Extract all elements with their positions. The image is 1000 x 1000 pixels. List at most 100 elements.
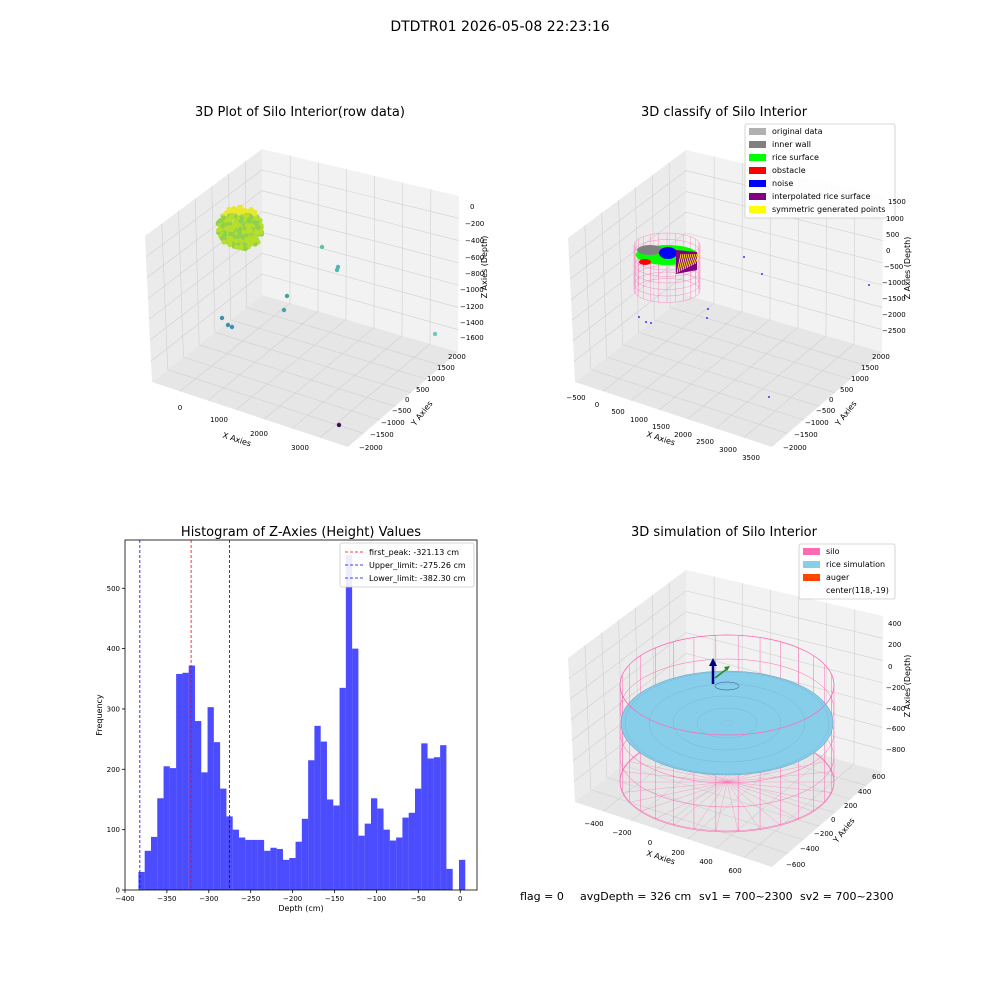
classify-z-label: Z Axies (Depth) bbox=[903, 237, 912, 300]
classify-y-tick: −1000 bbox=[805, 419, 829, 427]
raw-y-tick: −500 bbox=[392, 407, 411, 415]
histogram-legend-box bbox=[339, 542, 475, 588]
legend-label-silo: silo bbox=[826, 547, 840, 556]
silo-base-spoke bbox=[726, 781, 814, 812]
classify-x-tick: 500 bbox=[611, 408, 624, 416]
point-cloud-dot bbox=[252, 211, 258, 217]
histogram-y-tick-label: 500 bbox=[107, 585, 120, 593]
simulation-y-tick: 400 bbox=[858, 788, 871, 796]
simulation-legend: silo rice simulation auger center(118,-1… bbox=[798, 543, 896, 600]
histogram-bar bbox=[163, 766, 170, 890]
inner-wall-patch bbox=[637, 245, 663, 255]
pane-gridline bbox=[179, 302, 291, 392]
histogram-y-tick-label: 200 bbox=[107, 766, 120, 774]
histogram-bar bbox=[320, 741, 327, 890]
simulation-z-label: Z Axies (Depth) bbox=[903, 655, 912, 718]
silo-base-spoke bbox=[622, 781, 728, 793]
pane-gridline bbox=[194, 198, 200, 345]
raw-y-tick: −1500 bbox=[370, 431, 394, 439]
raw-z-tick: −200 bbox=[465, 220, 484, 228]
point-cloud-dot bbox=[231, 206, 237, 211]
classify-silo-wireframe bbox=[633, 232, 701, 303]
classify-panel: 3D classify of Silo Interior original da… bbox=[566, 105, 912, 462]
silo-base-spoke bbox=[673, 781, 728, 826]
point-cloud-dot bbox=[255, 225, 261, 231]
pane-gridline bbox=[685, 232, 883, 286]
raw-z-ticks: 0 −200 −400 −600 −800 −1000 −1200 −1400 … bbox=[460, 203, 484, 342]
point-cloud-dot bbox=[231, 222, 237, 227]
pane-gridline bbox=[246, 307, 443, 366]
simulation-y-tick: 600 bbox=[872, 773, 885, 781]
pane-gridline bbox=[601, 212, 608, 358]
simulation-panel-title: 3D simulation of Silo Interior bbox=[631, 525, 818, 540]
outlier-point bbox=[432, 331, 438, 337]
legend-label-lower-limit: Lower_limit: -382.30 cm bbox=[369, 574, 466, 583]
simulation-z-tick: 400 bbox=[888, 620, 901, 628]
legend-label-auger: auger bbox=[826, 573, 850, 582]
point-cloud-dot bbox=[221, 239, 227, 245]
simulation-z-tick: −400 bbox=[886, 705, 905, 713]
legend-swatch-symmetric-generated-points bbox=[749, 206, 766, 213]
point-cloud-dot bbox=[234, 244, 239, 250]
pane-gridline bbox=[685, 590, 883, 639]
legend-swatch-inner-wall bbox=[749, 141, 766, 148]
arrow-up-icon bbox=[709, 658, 717, 666]
pane-gridline bbox=[635, 187, 639, 333]
pane-gridline bbox=[569, 191, 687, 280]
silo-base-spoke bbox=[726, 781, 832, 793]
pane-gridline bbox=[161, 223, 169, 370]
classify-y-tick: 2000 bbox=[872, 353, 890, 361]
simulation-z-tick: −800 bbox=[886, 746, 905, 754]
pane-gridline bbox=[167, 369, 364, 434]
histogram-bar bbox=[458, 859, 466, 890]
outlier-point bbox=[281, 307, 287, 313]
classify-x-tick: 0 bbox=[595, 401, 599, 409]
classify-z-tick: −2500 bbox=[882, 327, 906, 335]
point-cloud-dot bbox=[245, 229, 251, 234]
pane-gridline bbox=[685, 211, 883, 264]
pane-gridline bbox=[319, 343, 431, 438]
histogram-bar bbox=[414, 788, 422, 890]
point-cloud-dot bbox=[245, 212, 250, 218]
histogram-reference-lines bbox=[139, 540, 230, 890]
histogram-x-tick-label: −250 bbox=[241, 895, 260, 903]
pane-gridline bbox=[261, 252, 459, 308]
point-cloud-dot bbox=[238, 226, 243, 232]
classify-gridlines bbox=[568, 156, 883, 438]
histogram-bar bbox=[144, 850, 151, 890]
silo-base-spoke bbox=[629, 761, 728, 783]
symmetric-point-strip bbox=[686, 253, 692, 269]
raw-y-tick: −2000 bbox=[359, 444, 383, 452]
histogram-bar bbox=[176, 673, 183, 890]
raw-y-label: Y Axies bbox=[409, 399, 435, 428]
pane-gridline bbox=[570, 211, 687, 300]
histogram-bar bbox=[427, 758, 434, 890]
histogram-bar bbox=[352, 648, 359, 890]
outlier-point bbox=[284, 293, 290, 299]
status-footer: flag = 0 avgDepth = 326 cm sv1 = 700~230… bbox=[520, 890, 894, 903]
raw-x-ticks: 0 1000 2000 3000 bbox=[178, 404, 309, 452]
pane-gridline bbox=[183, 356, 380, 421]
rice-simulation-surface bbox=[620, 670, 834, 776]
classify-points bbox=[638, 256, 870, 398]
classify-z-tick: 1500 bbox=[888, 198, 906, 206]
histogram-bar bbox=[245, 839, 252, 890]
histogram-frame bbox=[124, 539, 478, 891]
pane-gridline bbox=[261, 273, 459, 331]
raw-z-tick: −1400 bbox=[460, 319, 484, 327]
simulation-z-tick: 200 bbox=[888, 641, 901, 649]
histogram-bar bbox=[421, 743, 428, 890]
pane-gridline bbox=[178, 211, 184, 358]
footer-sv1: sv1 = 700~2300 bbox=[699, 890, 793, 903]
simulation-z-tick: −200 bbox=[886, 684, 905, 692]
classify-z-tick: 0 bbox=[886, 247, 890, 255]
point-cloud-dot bbox=[246, 217, 252, 223]
noise-point bbox=[743, 256, 745, 258]
simulation-y-tick: −400 bbox=[800, 845, 819, 853]
classify-legend-box bbox=[744, 123, 896, 219]
classify-z-tick: −1000 bbox=[882, 279, 906, 287]
legend-swatch-rice-surface bbox=[749, 154, 766, 161]
classify-y-label: Y Axies bbox=[833, 399, 859, 428]
point-cloud-dot bbox=[238, 218, 244, 224]
